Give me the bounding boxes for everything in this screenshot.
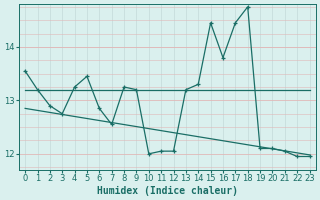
- X-axis label: Humidex (Indice chaleur): Humidex (Indice chaleur): [97, 186, 238, 196]
